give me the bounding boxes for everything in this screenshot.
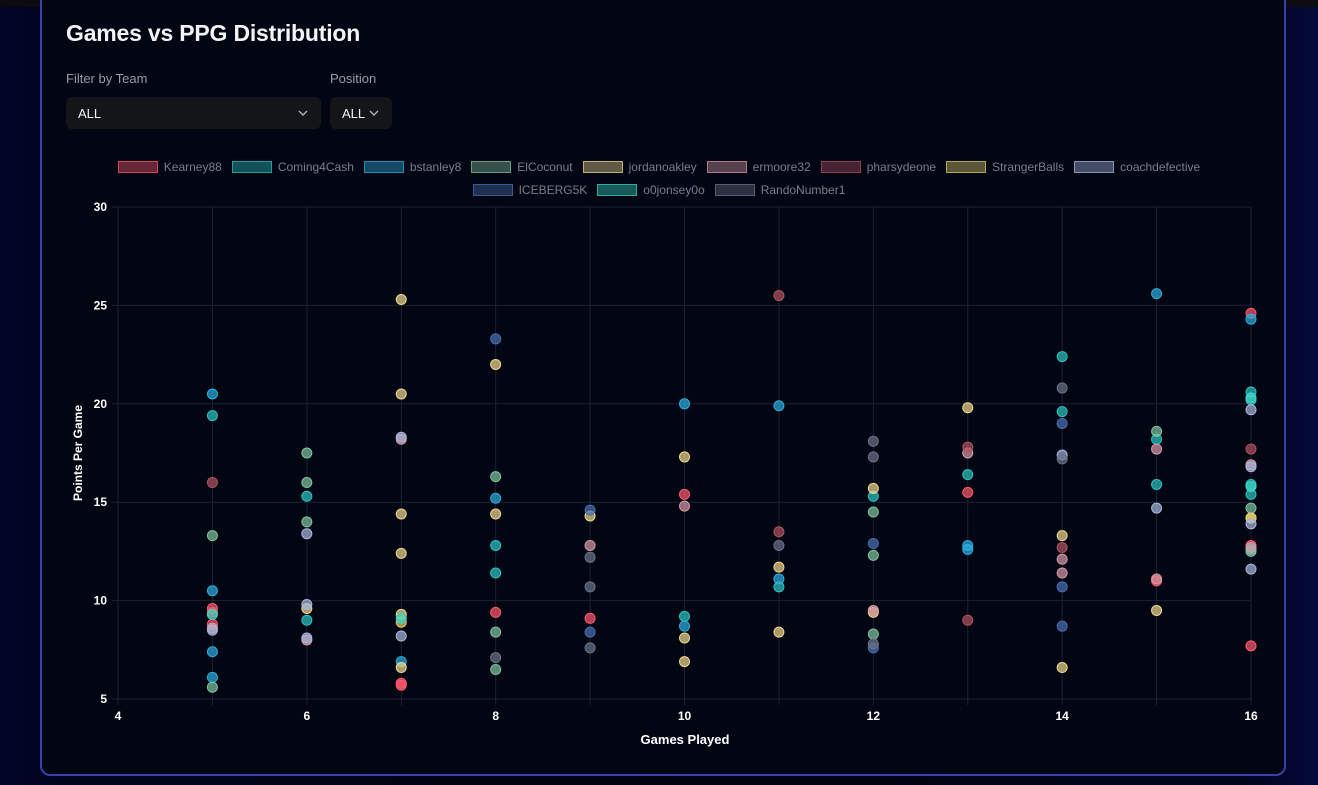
legend-swatch <box>597 184 638 196</box>
team-filter-label: Filter by Team <box>66 71 148 86</box>
chart-card <box>40 0 1286 776</box>
legend-label: ICEBERG5K <box>518 183 588 197</box>
legend-item[interactable]: coachdefective <box>1074 160 1200 174</box>
legend-swatch <box>363 161 404 173</box>
legend-label: ermoore32 <box>752 160 811 174</box>
position-filter-label: Position <box>330 71 377 86</box>
legend-item[interactable]: RandoNumber1 <box>714 183 846 197</box>
legend-swatch <box>714 184 755 196</box>
legend-label: jordanoakley <box>628 160 697 174</box>
team-filter-value: ALL <box>78 105 102 121</box>
chart-legend-row-2: ICEBERG5K o0jonsey0o RandoNumber1 <box>0 183 1318 197</box>
legend-swatch <box>582 161 623 173</box>
position-filter-select[interactable]: ALL <box>330 97 392 129</box>
legend-label: RandoNumber1 <box>760 183 846 197</box>
legend-swatch <box>471 161 512 173</box>
legend-item[interactable]: pharsydeone <box>820 160 937 174</box>
team-filter-select[interactable]: ALL <box>66 97 321 129</box>
legend-label: pharsydeone <box>866 160 937 174</box>
legend-label: coachdefective <box>1120 160 1201 174</box>
legend-label: o0jonsey0o <box>643 183 705 197</box>
legend-swatch <box>1074 161 1115 173</box>
legend-item[interactable]: ElCoconut <box>471 160 573 174</box>
legend-label: Coming4Cash <box>277 160 354 174</box>
position-filter-value: ALL <box>342 105 366 121</box>
legend-item[interactable]: jordanoakley <box>582 160 697 174</box>
chevron-down-icon <box>369 110 379 116</box>
legend-label: StrangerBalls <box>992 160 1065 174</box>
legend-swatch <box>117 161 158 173</box>
legend-swatch <box>706 161 747 173</box>
legend-label: bstanley8 <box>409 160 462 174</box>
page-title: Games vs PPG Distribution <box>66 20 361 46</box>
chart-legend: Kearney88 Coming4Cash bstanley8 ElCoconut jo… <box>0 160 1318 174</box>
legend-swatch <box>946 161 987 173</box>
legend-item[interactable]: ermoore32 <box>706 160 811 174</box>
legend-item[interactable]: Coming4Cash <box>231 160 354 174</box>
legend-item[interactable]: Kearney88 <box>117 160 222 174</box>
legend-swatch <box>820 161 861 173</box>
legend-label: Kearney88 <box>163 160 222 174</box>
legend-item[interactable]: StrangerBalls <box>946 160 1064 174</box>
legend-item[interactable]: o0jonsey0o <box>597 183 705 197</box>
legend-item[interactable]: bstanley8 <box>363 160 462 174</box>
chevron-down-icon <box>298 110 308 116</box>
legend-item[interactable]: ICEBERG5K <box>472 183 588 197</box>
legend-swatch <box>231 161 272 173</box>
legend-swatch <box>472 184 513 196</box>
legend-label: ElCoconut <box>517 160 573 174</box>
